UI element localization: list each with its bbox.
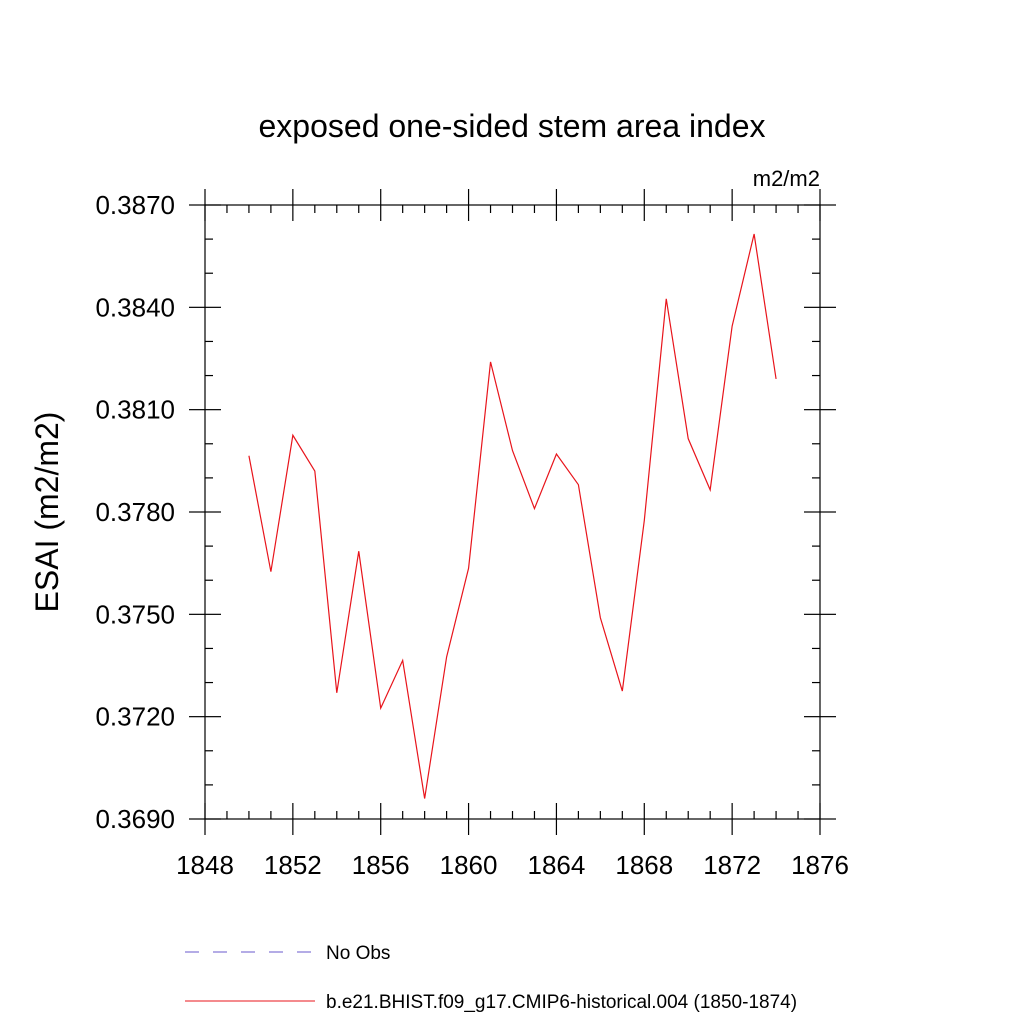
x-tick-label: 1864 (528, 850, 586, 880)
y-tick-label: 0.3690 (95, 804, 175, 834)
chart-title: exposed one-sided stem area index (259, 108, 766, 144)
plot-frame (204, 204, 821, 820)
x-tick-label: 1852 (264, 850, 322, 880)
tick-labels: 1848 1852 1856 1860 1864 1868 1872 1876 0.3690 0.… (95, 190, 848, 880)
x-tick-label: 1860 (440, 850, 498, 880)
y-tick-label: 0.3720 (95, 702, 175, 732)
y-tick-label: 0.3750 (95, 599, 175, 629)
x-tick-label: 1872 (703, 850, 761, 880)
series-layer (248, 233, 777, 799)
units-label: m2/m2 (753, 166, 820, 191)
legend: No Obs b.e21.BHIST.f09_g17.CMIP6-histori… (185, 943, 797, 1013)
x-tick-label: 1868 (615, 850, 673, 880)
x-tick-label: 1856 (352, 850, 410, 880)
y-tick-label: 0.3870 (95, 190, 175, 220)
y-tick-label: 0.3810 (95, 395, 175, 425)
x-tick-label: 1848 (176, 850, 234, 880)
y-axis-title: ESAI (m2/m2) (29, 412, 65, 613)
legend-label-no-obs: No Obs (326, 943, 390, 964)
y-tick-label: 0.3780 (95, 497, 175, 527)
y-tick-label: 0.3840 (95, 292, 175, 322)
legend-label-historical: b.e21.BHIST.f09_g17.CMIP6-historical.004… (326, 992, 797, 1013)
axis-ticks (189, 189, 836, 835)
x-tick-label: 1876 (791, 850, 849, 880)
series-line (248, 233, 777, 799)
